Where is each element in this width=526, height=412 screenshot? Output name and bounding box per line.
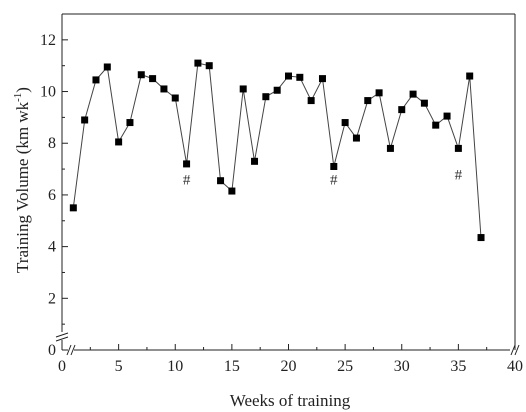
data-point [103, 63, 111, 71]
x-tick-label: 40 [507, 358, 523, 375]
data-point [409, 90, 417, 98]
data-point [296, 73, 304, 81]
x-tick-label: 10 [167, 358, 183, 375]
y-axis-title-main: Training Volume (km wk [13, 101, 32, 273]
x-break-mark [66, 344, 72, 356]
data-point [386, 144, 394, 152]
y-tick-label: 0 [48, 342, 56, 359]
data-point [92, 76, 100, 84]
x-tick-label: 5 [115, 358, 123, 375]
plot-frame [55, 13, 520, 356]
x-break-mark [70, 344, 76, 356]
data-point [194, 59, 202, 67]
data-point [285, 72, 292, 80]
data-point [398, 106, 406, 114]
data-point [115, 138, 123, 146]
data-point [341, 119, 349, 127]
y-break-gap [56, 332, 68, 340]
data-point [443, 112, 451, 120]
x-tick-label: 25 [337, 358, 353, 375]
y-axis-title: Training Volume (km wk-1) [12, 87, 32, 273]
x-break-mark [510, 344, 516, 356]
x-tick-label: 35 [450, 358, 466, 375]
y-axis-title-superscript: -1 [12, 93, 24, 102]
annotation-hash: # [330, 173, 338, 189]
y-tick-label: 2 [48, 290, 56, 307]
data-point [477, 234, 485, 242]
x-tick-label: 20 [281, 358, 297, 375]
data-point [420, 99, 428, 107]
data-point [251, 157, 259, 165]
x-break-gap [66, 344, 74, 356]
data-point [160, 85, 168, 93]
y-tick-label: 8 [48, 135, 56, 152]
data-point [364, 97, 372, 105]
y-tick-label: 10 [40, 84, 56, 101]
annotation-hash: # [183, 173, 191, 189]
data-point [352, 134, 360, 142]
data-point [466, 72, 474, 80]
data-point [432, 121, 440, 129]
y-tick-label: 6 [48, 187, 56, 204]
data-point [228, 187, 236, 195]
data-point [318, 75, 326, 83]
data-point [69, 204, 77, 212]
data-point [262, 93, 270, 101]
annotation-layer: # # # [183, 167, 463, 188]
x-axis-ticks: 0 5 10 15 20 25 30 35 40 [58, 344, 523, 375]
data-point [375, 89, 383, 97]
y-tick-label: 12 [40, 32, 56, 49]
data-point [137, 71, 145, 79]
series-layer [69, 59, 485, 242]
x-break-mark [514, 344, 520, 356]
data-point [330, 162, 338, 170]
y-break-mark [55, 336, 69, 342]
annotation-hash: # [455, 167, 463, 183]
data-point [183, 160, 191, 168]
data-point [217, 177, 225, 185]
data-point [239, 85, 247, 93]
y-axis-ticks: 0 2 4 6 8 10 12 [40, 32, 68, 359]
x-tick-label: 30 [394, 358, 410, 375]
data-point [307, 97, 315, 105]
data-point [126, 119, 134, 127]
y-break-mark [55, 332, 69, 338]
x-axis-title: Weeks of training [230, 391, 351, 410]
data-point [205, 62, 213, 70]
y-axis-title-close: ) [13, 87, 32, 93]
data-point [149, 75, 157, 83]
data-point [81, 116, 89, 124]
y-tick-label: 4 [48, 239, 56, 256]
data-point [171, 94, 179, 102]
data-point [273, 86, 281, 94]
x-tick-label: 15 [224, 358, 240, 375]
data-point [454, 144, 462, 152]
x-tick-label: 0 [58, 358, 66, 375]
